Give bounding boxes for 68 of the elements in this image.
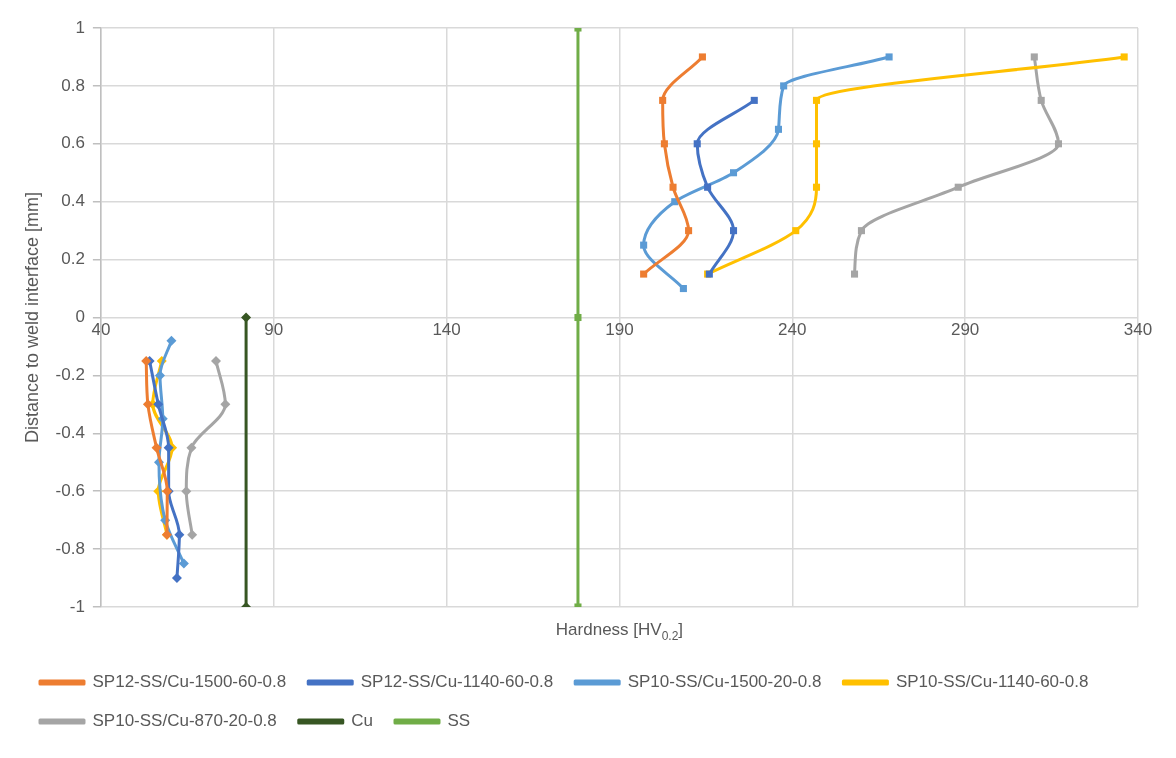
point bbox=[669, 183, 677, 191]
point bbox=[685, 227, 693, 235]
point bbox=[885, 53, 893, 61]
point bbox=[693, 140, 701, 148]
point bbox=[171, 573, 182, 584]
point bbox=[142, 399, 153, 410]
point bbox=[698, 53, 706, 61]
point bbox=[750, 96, 758, 104]
point bbox=[812, 140, 821, 148]
point bbox=[857, 227, 865, 235]
y-axis-title: Distance to weld interface [mm] bbox=[21, 191, 42, 444]
point bbox=[1030, 53, 1038, 61]
y-tick-label: 0.8 bbox=[61, 75, 85, 95]
point bbox=[187, 529, 198, 540]
y-tick-label: 1 bbox=[75, 17, 85, 37]
point bbox=[178, 558, 189, 569]
y-tick-label: 0.4 bbox=[61, 191, 85, 211]
point bbox=[774, 125, 783, 133]
x-tick-label: 290 bbox=[950, 320, 980, 340]
point bbox=[151, 442, 162, 453]
legend-label: SP12-SS/Cu-1500-60-0.8 bbox=[92, 672, 287, 692]
x-tick-label: 90 bbox=[264, 320, 284, 340]
point bbox=[679, 285, 687, 293]
legend-label: SP12-SS/Cu-1140-60-0.8 bbox=[360, 672, 554, 692]
point bbox=[954, 183, 962, 191]
legend-label: SP10-SS/Cu-1140-60-0.8 bbox=[895, 672, 1089, 692]
x-tick-label: 140 bbox=[432, 320, 461, 340]
point bbox=[640, 241, 648, 249]
legend-label: SS bbox=[447, 711, 471, 731]
point bbox=[186, 442, 197, 453]
point bbox=[1054, 140, 1063, 148]
point bbox=[220, 399, 231, 410]
point bbox=[850, 270, 859, 278]
point bbox=[1120, 53, 1128, 61]
point bbox=[704, 183, 712, 191]
point bbox=[780, 82, 788, 90]
y-tick-label: 0.6 bbox=[61, 133, 85, 153]
x-tick-label: 340 bbox=[1123, 320, 1153, 340]
y-tick-label: -0.8 bbox=[55, 538, 85, 558]
point bbox=[640, 270, 648, 278]
legend-label: SP10-SS/Cu-1500-20-0.8 bbox=[627, 672, 822, 692]
point bbox=[729, 169, 738, 177]
x-tick-label: 190 bbox=[605, 320, 634, 340]
point bbox=[574, 313, 582, 322]
y-tick-label: -0.6 bbox=[55, 480, 85, 500]
point bbox=[729, 227, 738, 235]
point bbox=[812, 96, 821, 104]
y-tick-label: -0.2 bbox=[55, 365, 85, 385]
legend-label: SP10-SS/Cu-870-20-0.8 bbox=[92, 711, 277, 731]
point bbox=[660, 140, 668, 148]
point bbox=[792, 227, 800, 235]
y-tick-label: 0.2 bbox=[61, 249, 85, 269]
point bbox=[1037, 96, 1045, 104]
point bbox=[163, 442, 174, 453]
point bbox=[174, 529, 185, 540]
legend-label: Cu bbox=[351, 711, 373, 731]
point bbox=[659, 96, 667, 104]
point bbox=[153, 399, 164, 410]
point bbox=[166, 335, 177, 346]
x-tick-label: 240 bbox=[778, 320, 807, 340]
y-tick-label: -0.4 bbox=[55, 422, 85, 442]
point bbox=[211, 355, 222, 366]
x-tick-label: 40 bbox=[91, 320, 111, 340]
y-tick-label: -1 bbox=[69, 596, 85, 616]
point bbox=[812, 183, 821, 191]
y-tick-label: 0 bbox=[75, 307, 85, 327]
point bbox=[241, 312, 252, 323]
point bbox=[155, 370, 166, 381]
